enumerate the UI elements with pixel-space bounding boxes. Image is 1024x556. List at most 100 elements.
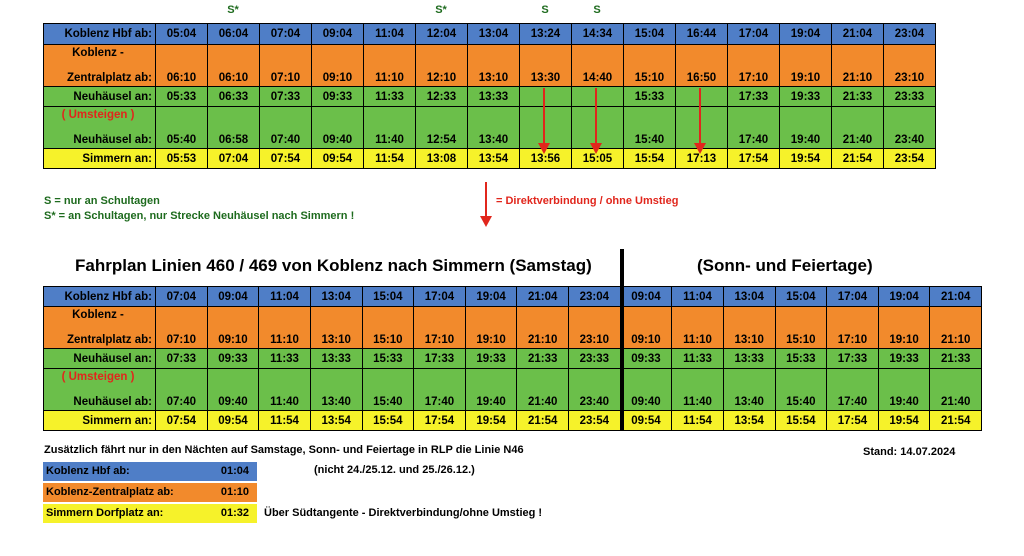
time-cell: 15:40 [361, 368, 415, 411]
direct-arrow-head [590, 143, 602, 154]
time-cell: 06:10 [155, 44, 208, 87]
time-cell: 19:04 [464, 286, 518, 307]
time-cell [675, 106, 728, 149]
school-day-markers: S* S* S S [0, 4, 1024, 20]
time-cell: 11:54 [363, 148, 416, 169]
time-cell: 19:10 [877, 306, 931, 349]
time-cell: 13:10 [309, 306, 363, 349]
time-cell [571, 86, 624, 107]
time-cell: 11:10 [363, 44, 416, 87]
time-cell: 11:40 [258, 368, 311, 411]
time-cell: 17:10 [727, 44, 780, 87]
n46-time: 01:32 [220, 507, 249, 519]
time-cell: 13:10 [467, 44, 520, 87]
time-cell: 19:04 [877, 286, 931, 307]
row-label-line1: Koblenz - [72, 47, 124, 59]
row-label: Simmern an: [43, 410, 156, 431]
time-cell: 12:54 [415, 106, 468, 149]
time-cell: 11:33 [363, 86, 416, 107]
legend-direct: = Direktverbindung / ohne Umstieg [496, 195, 679, 207]
n46-zentralplatz: Koblenz-Zentralplatz ab: 01:10 [43, 483, 257, 502]
time-cell: 06:10 [207, 44, 260, 87]
n46-time: 01:04 [220, 465, 249, 477]
time-cell: 19:40 [779, 106, 832, 149]
time-cell: 23:54 [568, 410, 621, 431]
direct-arrow-head [694, 143, 706, 154]
time-cell: 13:54 [722, 410, 776, 431]
row-neuhaeusel-an: Neuhäusel an: 07:33 09:33 11:33 13:33 15:33 1… [43, 348, 982, 369]
row-label-line2: Neuhäusel ab: [73, 134, 152, 146]
time-cell: 23:33 [568, 348, 621, 369]
time-cell: 09:54 [311, 148, 364, 169]
time-cell: 21:40 [831, 106, 884, 149]
time-cell: 06:33 [207, 86, 260, 107]
row-label-line1: Koblenz - [72, 309, 124, 321]
time-cell: 21:40 [516, 368, 569, 411]
time-cell: 19:10 [779, 44, 832, 87]
time-cell: 19:04 [779, 23, 832, 45]
time-cell: 09:10 [206, 306, 260, 349]
legend-arrow-line [485, 182, 487, 218]
n46-stop-label: Simmern Dorfplatz an: [46, 507, 164, 519]
time-cell: 15:04 [361, 286, 415, 307]
time-cell: 12:04 [415, 23, 468, 45]
time-cell: 19:10 [464, 306, 518, 349]
time-cell: 11:10 [258, 306, 311, 349]
n46-via-note: Über Südtangente - Direktverbindung/ohne… [264, 507, 543, 519]
stand-date: Stand: 14.07.2024 [863, 446, 956, 458]
time-cell: 17:10 [826, 306, 879, 349]
time-cell: 05:53 [155, 148, 208, 169]
time-cell: 23:40 [883, 106, 936, 149]
time-cell: 17:04 [727, 23, 780, 45]
night-line-note: Zusätzlich fährt nur in den Nächten auf … [44, 444, 524, 456]
time-cell: 23:10 [883, 44, 936, 87]
n46-time: 01:10 [220, 486, 249, 498]
time-cell: 07:33 [259, 86, 312, 107]
time-cell: 21:10 [516, 306, 569, 349]
time-cell: 07:40 [259, 106, 312, 149]
time-cell: 13:04 [467, 23, 520, 45]
time-cell: 07:40 [155, 368, 208, 411]
time-cell: 13:24 [519, 23, 572, 45]
time-cell: 07:04 [259, 23, 312, 45]
time-cell [519, 86, 572, 107]
time-cell: 09:04 [311, 23, 364, 45]
time-cell: 09:40 [206, 368, 260, 411]
legend-arrow-head [480, 216, 492, 227]
time-cell: 23:40 [568, 368, 621, 411]
time-cell: 17:10 [413, 306, 466, 349]
time-cell: 06:04 [207, 23, 260, 45]
time-cell: 15:40 [623, 106, 676, 149]
time-cell: 13:33 [309, 348, 363, 369]
time-cell: 17:40 [826, 368, 879, 411]
row-zentralplatz: Koblenz - Zentralplatz ab: 07:10 09:10 11:… [43, 306, 982, 349]
row-label: Simmern an: [43, 148, 156, 169]
time-cell: 06:58 [207, 106, 260, 149]
row-koblenz-hbf: Koblenz Hbf ab: 05:04 06:04 07:04 09:04 11:0… [43, 23, 936, 45]
direct-arrow-line [699, 88, 701, 146]
time-cell: 17:33 [727, 86, 780, 107]
time-cell: 21:04 [831, 23, 884, 45]
time-cell: 23:54 [883, 148, 936, 169]
time-cell: 13:08 [415, 148, 468, 169]
time-cell: 21:54 [831, 148, 884, 169]
time-cell: 05:04 [155, 23, 208, 45]
row-label: Neuhäusel an: [43, 86, 156, 107]
row-label-line2: Neuhäusel ab: [73, 396, 152, 408]
time-cell: 21:33 [929, 348, 982, 369]
row-label-line2: Zentralplatz ab: [67, 334, 152, 346]
time-cell: 11:04 [363, 23, 416, 45]
time-cell: 15:10 [623, 44, 676, 87]
time-cell: 13:04 [722, 286, 776, 307]
time-cell: 19:54 [464, 410, 518, 431]
time-cell: 21:33 [831, 86, 884, 107]
time-cell: 07:10 [259, 44, 312, 87]
time-cell: 23:33 [883, 86, 936, 107]
n46-simmern: Simmern Dorfplatz an: 01:32 [43, 504, 257, 523]
time-cell: 09:54 [619, 410, 673, 431]
time-cell: 21:04 [516, 286, 569, 307]
time-cell: 14:34 [571, 23, 624, 45]
time-cell: 15:33 [774, 348, 828, 369]
time-cell: 13:10 [722, 306, 776, 349]
time-cell: 13:33 [467, 86, 520, 107]
